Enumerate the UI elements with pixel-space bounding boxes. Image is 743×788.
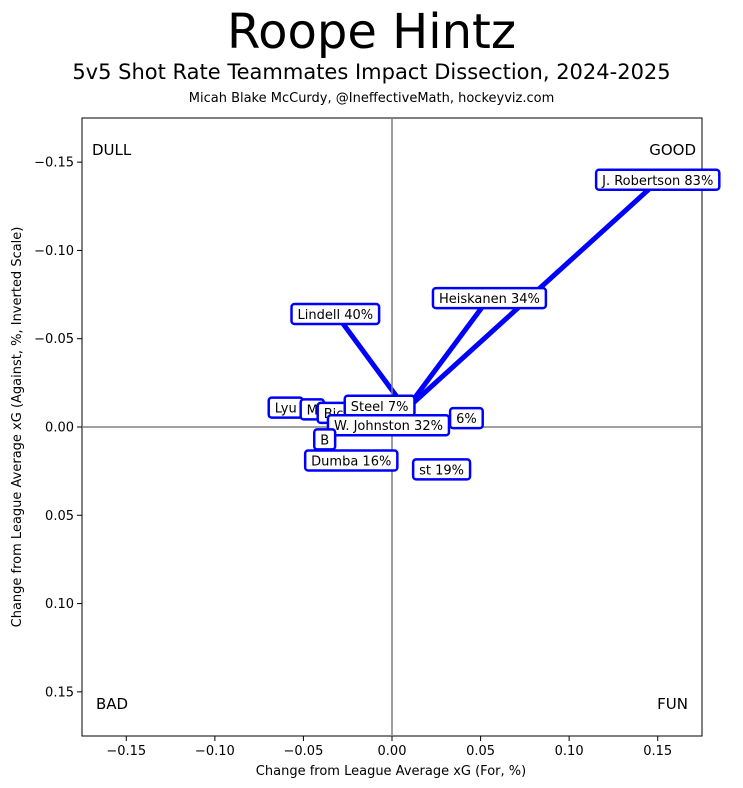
teammate-label: st 19% [411,458,472,481]
x-tick-label: 0.05 [466,744,495,759]
x-axis-label: Change from League Average xG (For, %) [256,764,526,779]
x-tick-label: 0.10 [555,744,584,759]
teammate-label-text: Lindell 40% [298,308,374,323]
teammate-label-text: 6% [456,412,477,427]
teammate-label-text: Steel 7% [351,400,409,415]
y-tick-label: 0.00 [45,421,74,436]
teammate-label: Heiskanen 34% [431,286,548,310]
y-tick-label: −0.05 [34,332,74,347]
x-tick-label: −0.10 [195,744,235,759]
x-tick-label: 0.00 [378,744,407,759]
teammate-label: W. Johnston 32% [326,413,451,437]
quadrant-label-bad: BAD [96,695,128,713]
teammate-label-text: Heiskanen 34% [439,292,540,307]
chart-subtitle: 5v5 Shot Rate Teammates Impact Dissectio… [72,60,671,84]
teammate-label-text: Lyu [275,402,297,417]
y-tick-label: −0.15 [34,156,74,171]
y-axis-ticks: −0.15 −0.10 −0.05 0.00 0.05 0.10 0.15 [34,156,82,700]
x-tick-label: −0.05 [284,744,324,759]
teammate-label-text: st 19% [419,463,464,478]
teammate-label-text: W. Johnston 32% [334,419,443,434]
quadrant-label-fun: FUN [657,695,688,713]
y-tick-label: 0.15 [45,685,74,700]
x-tick-label: 0.15 [643,744,672,759]
chart-title: Roope Hintz [226,4,517,60]
teammate-label-box [594,168,721,192]
teammate-label-text: B [320,433,329,448]
teammate-label-box [411,458,472,481]
teammate-label-text: J. Robertson 83% [601,174,713,189]
teammate-labels: J. Robertson 83% Heiskanen 34% Lindell 40%… [267,168,721,481]
teammate-label-box [303,449,399,472]
teammate-label-box [326,413,451,437]
teammate-line [404,302,487,411]
teammate-label-box [431,286,548,310]
y-tick-label: −0.10 [34,244,74,259]
chart-credit: Micah Blake McCurdy, @IneffectiveMath, h… [188,91,555,106]
teammate-label-text: M [307,403,318,418]
teammate-label: J. Robertson 83% [594,168,721,192]
x-tick-label: −0.15 [106,744,146,759]
y-axis-label: Change from League Average xG (Against, … [10,227,25,628]
teammate-label-text: Dumba 16% [311,455,391,470]
teammate-label: Lyu [267,396,304,419]
x-axis-ticks: −0.15 −0.10 −0.05 0.00 0.05 0.10 0.15 [106,736,672,759]
quadrant-label-good: GOOD [649,141,696,159]
teammate-label: B [312,428,337,451]
teammate-label: Steel 7% [343,394,416,418]
y-tick-label: 0.05 [45,509,74,524]
teammate-label: 6% [448,406,484,430]
teammate-label: Dumba 16% [303,449,399,472]
y-tick-label: 0.10 [45,597,74,612]
quadrant-label-dull: DULL [92,141,132,159]
teammate-label: Lindell 40% [290,302,381,326]
teammate-line [338,318,409,411]
teammate-label-box [290,302,381,326]
